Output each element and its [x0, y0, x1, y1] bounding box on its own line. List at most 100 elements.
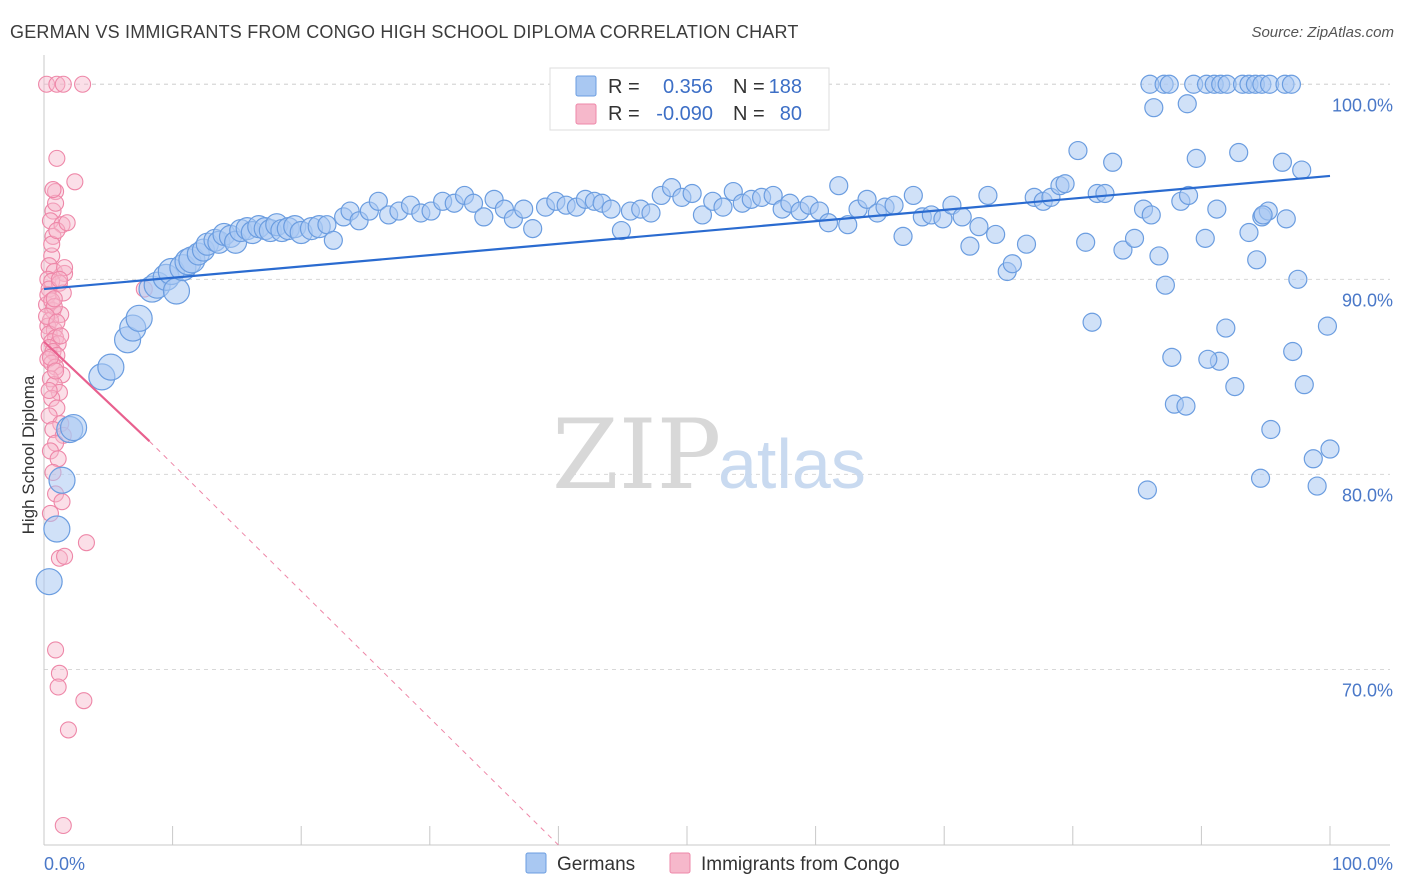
german-point-147 — [1303, 449, 1323, 469]
german-point-127 — [1149, 246, 1169, 266]
congo-point-0 — [38, 75, 56, 93]
german-point-106 — [969, 217, 989, 237]
y-tick-label-1: 80.0% — [1342, 485, 1393, 505]
y-tick-label-3: 100.0% — [1332, 95, 1393, 115]
german-point-69 — [611, 220, 632, 241]
y-axis-title: High School Diploma — [19, 375, 38, 534]
german-point-129 — [1162, 347, 1182, 367]
legend-r-value-0: 0.356 — [663, 76, 713, 98]
german-point-117 — [1068, 140, 1088, 161]
congo-point-59 — [75, 692, 93, 710]
german-point-160 — [1159, 74, 1179, 94]
german-point-91 — [829, 176, 849, 196]
congo-points — [38, 75, 153, 835]
german-point-14 — [162, 277, 191, 305]
legend-swatch-congo — [575, 103, 597, 125]
german-point-119 — [1082, 312, 1102, 332]
legend-r-label-1: R = — [608, 103, 640, 125]
german-point-104 — [952, 207, 972, 227]
legend-n-value-0: 188 — [769, 76, 802, 98]
german-point-45 — [368, 191, 388, 211]
german-point-40 — [323, 230, 343, 250]
german-point-141 — [1261, 419, 1281, 440]
german-point-158 — [1144, 98, 1164, 118]
congo-trendline — [43, 340, 151, 443]
german-point-2 — [48, 466, 76, 494]
bottom-legend-swatch-germans — [525, 852, 547, 874]
congo-point-55 — [56, 547, 74, 565]
german-point-76 — [682, 183, 702, 204]
german-point-118 — [1076, 232, 1096, 252]
congo-point-3 — [74, 75, 92, 93]
german-point-148 — [1307, 476, 1327, 496]
german-point-146 — [1294, 375, 1314, 395]
german-point-121 — [1095, 183, 1115, 204]
congo-point-4 — [48, 149, 66, 167]
german-point-59 — [514, 199, 534, 219]
german-point-152 — [1198, 349, 1218, 369]
german-point-133 — [1195, 228, 1215, 248]
y-tick-label-2: 90.0% — [1342, 290, 1393, 310]
german-point-6 — [97, 353, 125, 381]
legend-n-label-1: N = — [733, 103, 765, 125]
german-point-84 — [763, 185, 783, 206]
german-point-154 — [1176, 396, 1196, 416]
congo-point-66 — [38, 307, 56, 325]
congo-point-71 — [40, 381, 58, 400]
german-point-98 — [893, 226, 913, 247]
german-point-122 — [1103, 152, 1123, 172]
german-point-94 — [857, 189, 877, 209]
german-point-176 — [1292, 160, 1312, 180]
german-point-72 — [641, 203, 661, 223]
y-tick-labels: 70.0% 80.0% 90.0% 100.0% — [1332, 95, 1393, 700]
german-point-55 — [474, 207, 494, 227]
congo-point-75 — [58, 214, 76, 232]
legend-r-value-1: -0.090 — [656, 103, 713, 125]
congo-point-57 — [50, 664, 68, 682]
german-point-107 — [978, 185, 998, 206]
bottom-legend-label-congo: Immigrants from Congo — [701, 854, 900, 875]
legend-n-label-0: N = — [733, 76, 765, 98]
german-point-174 — [1229, 142, 1249, 163]
german-point-175 — [1253, 205, 1273, 225]
german-point-54 — [463, 193, 484, 213]
congo-point-70 — [47, 362, 65, 380]
german-point-126 — [1141, 205, 1161, 225]
german-point-144 — [1283, 341, 1303, 362]
legend-n-value-1: 80 — [780, 103, 802, 125]
bottom-legend-label-germans: Germans — [557, 854, 635, 875]
congo-point-76 — [47, 194, 65, 212]
german-point-68 — [601, 199, 621, 219]
german-point-145 — [1288, 269, 1308, 289]
german-point-111 — [1016, 234, 1037, 254]
german-point-79 — [713, 197, 733, 217]
german-point-90 — [818, 213, 839, 233]
bottom-legend: Germans Immigrants from Congo — [525, 852, 900, 875]
x-tick-label-0: 0.0% — [44, 854, 85, 874]
german-point-128 — [1155, 275, 1175, 295]
trendlines — [43, 174, 1331, 846]
watermark-atlas: atlas — [718, 425, 866, 503]
german-point-0 — [35, 568, 63, 596]
german-point-173 — [1281, 74, 1302, 94]
german-point-99 — [903, 185, 923, 206]
congo-point-56 — [47, 641, 65, 659]
congo-point-77 — [44, 181, 62, 199]
congo-trendline-extension — [149, 440, 559, 846]
german-point-134 — [1207, 199, 1227, 219]
watermark: ZIP atlas — [552, 399, 866, 511]
german-point-142 — [1272, 152, 1293, 172]
legend: R = 0.356 N = 188 R = -0.090 N = 80 — [549, 67, 830, 131]
congo-point-60 — [59, 721, 77, 739]
congo-point-78 — [50, 270, 68, 288]
german-point-149 — [1317, 316, 1338, 336]
congo-point-2 — [54, 75, 72, 93]
german-point-135 — [1216, 318, 1236, 338]
german-point-138 — [1247, 250, 1267, 270]
legend-r-label-0: R = — [608, 76, 640, 98]
german-point-137 — [1239, 222, 1259, 243]
x-tick-label-1: 100.0% — [1332, 854, 1393, 874]
legend-swatch-germans — [575, 75, 597, 97]
congo-point-1 — [48, 75, 66, 93]
